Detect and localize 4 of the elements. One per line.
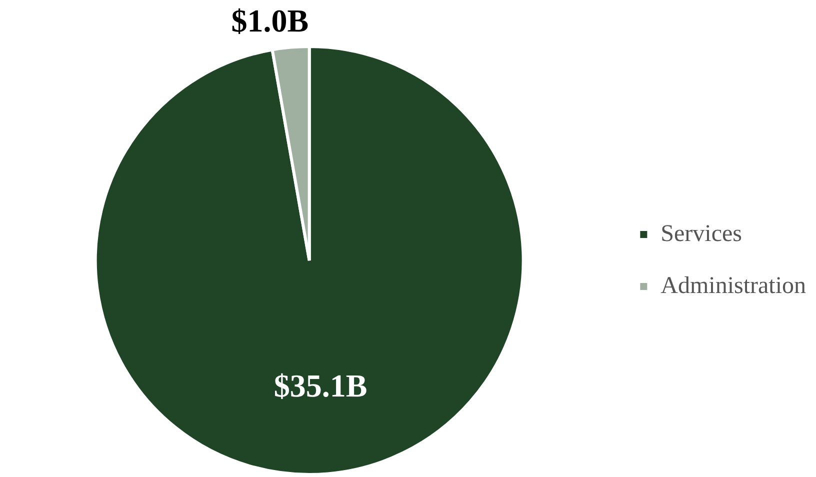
legend-label: Services <box>660 220 742 247</box>
legend-label: Administration <box>660 272 806 299</box>
data-label: $35.1B <box>274 368 368 404</box>
data-label: $1.0B <box>231 2 309 39</box>
